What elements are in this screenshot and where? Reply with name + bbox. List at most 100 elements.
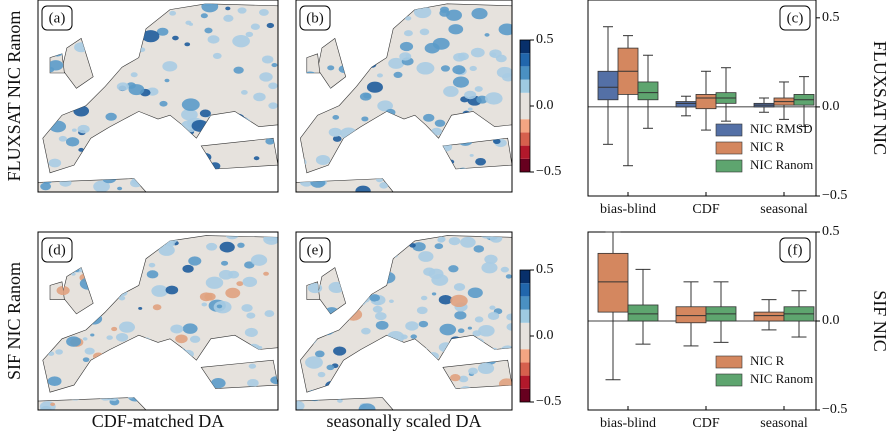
map-patch: [355, 185, 371, 192]
colorbar-tick-label: 0.0: [536, 98, 554, 113]
map-patch: [502, 73, 512, 82]
panel-label-box: [41, 237, 73, 263]
map-patch: [205, 276, 224, 289]
map-patch: [412, 242, 426, 252]
map-patch: [440, 65, 450, 72]
panel-label-box: [779, 5, 811, 31]
map-patch: [159, 100, 168, 107]
map-patch: [219, 241, 235, 253]
map-patch: [263, 271, 269, 276]
map-patch: [372, 305, 383, 313]
colorbar-bin: [520, 66, 530, 80]
map-patch: [248, 363, 257, 369]
map-patch: [169, 10, 177, 16]
map-patch: [93, 180, 110, 192]
y-tick-label: 0.5: [822, 224, 840, 239]
y-tick-label: −0.5: [822, 402, 847, 417]
map-patch: [484, 254, 498, 264]
map-patch: [416, 61, 435, 75]
map-patch: [484, 33, 490, 37]
map-patch: [71, 128, 77, 132]
map-patch: [266, 22, 275, 29]
map-patch: [379, 182, 389, 189]
colorbar-bin: [520, 158, 530, 172]
map-patch: [204, 292, 216, 301]
map-patch: [453, 283, 466, 291]
map-patch: [142, 30, 160, 43]
map-patch: [151, 285, 169, 297]
map-patch: [458, 375, 469, 383]
map-patch: [363, 92, 372, 99]
map-patch: [374, 300, 381, 306]
map-patch: [170, 324, 184, 334]
panel-label: (e): [307, 242, 324, 258]
panel-label-box: [779, 237, 811, 263]
panel-label-box: [299, 237, 331, 263]
y-tick-label: −0.5: [822, 188, 847, 203]
map-patch: [296, 400, 305, 410]
map-patch: [264, 310, 275, 317]
box: [637, 81, 659, 101]
colorbar-tick-label: 0.5: [536, 32, 554, 47]
map-patch: [200, 13, 208, 19]
colorbar-bin: [520, 270, 530, 284]
map-patch: [221, 260, 229, 266]
map-patch: [65, 137, 80, 147]
map-patch: [182, 323, 198, 334]
panel-label: (c): [787, 10, 804, 26]
map-patch: [443, 86, 459, 97]
x-tick-label: CDF: [692, 416, 719, 431]
map-patch: [188, 22, 194, 26]
colorbar-tick-label: 0.5: [536, 262, 554, 277]
colorbar-tick-label: 0.0: [536, 328, 554, 343]
map-patch: [420, 295, 428, 301]
box: [597, 70, 619, 101]
map-patch: [487, 312, 500, 320]
map-patch: [250, 23, 260, 30]
map-patch: [376, 73, 383, 78]
map-patch: [253, 92, 266, 102]
map-patch: [175, 334, 188, 344]
row-label: FLUXSAT NIC Ranom: [4, 11, 24, 182]
map-patch: [393, 71, 403, 79]
map-patch: [366, 81, 383, 93]
map-patch: [184, 42, 191, 47]
map-patch: [189, 335, 201, 343]
box: [675, 101, 697, 108]
map-patch: [152, 304, 162, 311]
map-patch: [403, 30, 413, 37]
axes-frame: [587, 0, 817, 197]
map-patch: [50, 402, 56, 406]
colorbar-bin: [520, 283, 530, 297]
map-patch: [56, 285, 70, 296]
map-patch: [258, 8, 269, 16]
map-patch: [167, 241, 175, 247]
colorbar-bin: [520, 349, 530, 363]
map-patch: [48, 158, 62, 168]
legend-swatch: [715, 373, 743, 387]
x-tick-label: CDF: [692, 202, 719, 217]
map-patch: [434, 243, 444, 250]
map-patch: [471, 7, 488, 20]
map-patch: [467, 326, 472, 330]
map-patch: [388, 57, 405, 69]
x-tick-label: bias-blind: [600, 202, 656, 217]
map-patch: [472, 330, 482, 337]
map-patch: [259, 72, 273, 82]
map-patch: [172, 35, 179, 41]
box: [675, 306, 707, 324]
map-patch: [399, 41, 414, 52]
x-tick-label: seasonal: [760, 416, 808, 431]
map-patch: [476, 95, 488, 104]
map-patch: [419, 28, 430, 36]
map-patch: [212, 52, 222, 59]
map-patch: [165, 285, 179, 295]
map-patch: [112, 398, 117, 402]
map-patch: [138, 307, 143, 310]
map-patch: [418, 320, 429, 328]
colorbar-bin: [520, 92, 530, 106]
map-patch: [377, 100, 393, 112]
map-patch: [328, 127, 342, 137]
map-patch: [78, 147, 84, 152]
land: [299, 235, 513, 393]
